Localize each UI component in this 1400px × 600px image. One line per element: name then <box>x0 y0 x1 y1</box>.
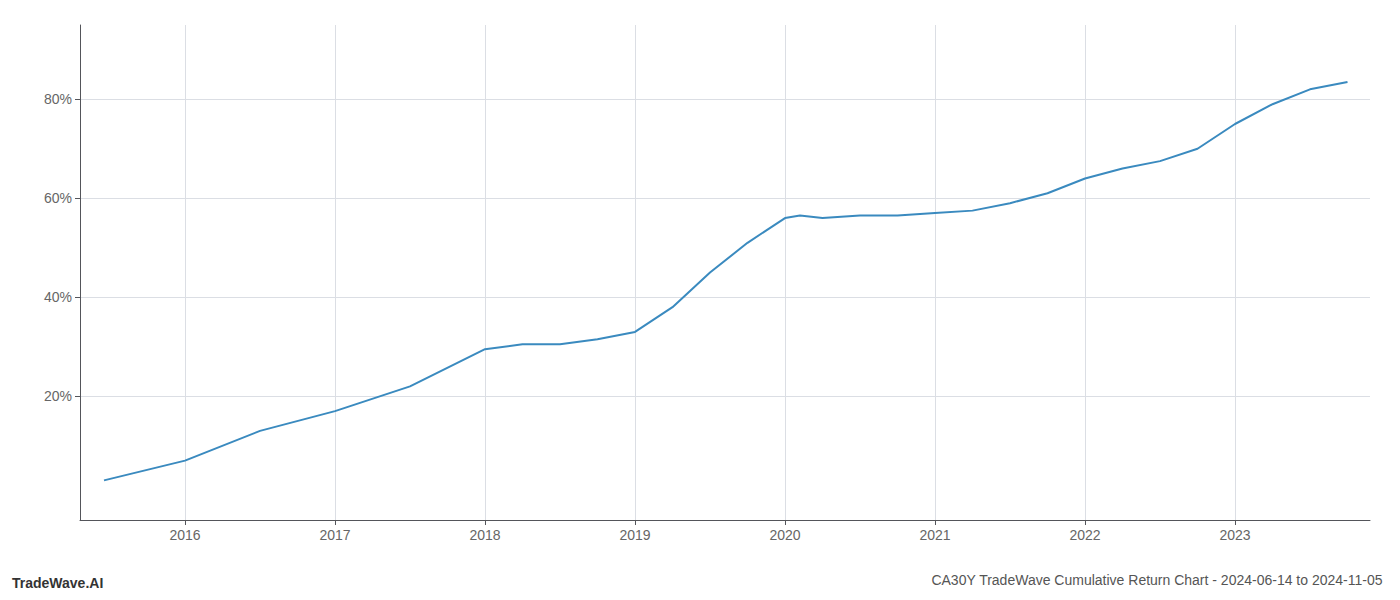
svg-text:60%: 60% <box>44 190 72 206</box>
svg-text:TradeWave.AI: TradeWave.AI <box>12 575 103 591</box>
svg-text:2018: 2018 <box>469 527 500 543</box>
svg-text:80%: 80% <box>44 91 72 107</box>
svg-text:CA30Y TradeWave Cumulative Ret: CA30Y TradeWave Cumulative Return Chart … <box>931 572 1382 588</box>
svg-text:2017: 2017 <box>319 527 350 543</box>
svg-text:40%: 40% <box>44 289 72 305</box>
svg-text:20%: 20% <box>44 388 72 404</box>
svg-text:2022: 2022 <box>1069 527 1100 543</box>
svg-text:2023: 2023 <box>1219 527 1250 543</box>
svg-text:2021: 2021 <box>919 527 950 543</box>
svg-text:2020: 2020 <box>769 527 800 543</box>
svg-text:2019: 2019 <box>619 527 650 543</box>
svg-text:2016: 2016 <box>169 527 200 543</box>
